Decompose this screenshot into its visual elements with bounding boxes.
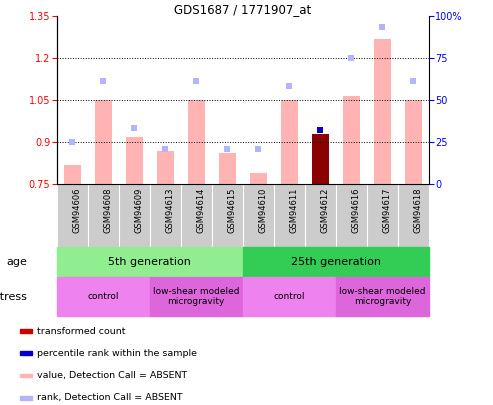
Bar (20, 396, 32, 400)
Bar (243, 247, 429, 277)
Point (223, 146, 231, 153)
Point (68, 139, 76, 145)
Bar (150, 277, 243, 316)
Text: GSM94618: GSM94618 (414, 188, 423, 233)
Text: GSM94615: GSM94615 (227, 188, 236, 233)
Text: low-shear modeled
microgravity: low-shear modeled microgravity (339, 287, 425, 306)
Text: GSM94614: GSM94614 (196, 188, 205, 233)
Text: GSM94616: GSM94616 (352, 188, 360, 233)
Bar (188, 100, 205, 184)
Bar (57, 277, 150, 316)
Point (254, 146, 262, 153)
Bar (157, 151, 174, 184)
Bar (20, 329, 32, 333)
Text: control: control (274, 292, 305, 301)
Bar (57, 247, 243, 277)
Text: GSM94613: GSM94613 (165, 188, 174, 233)
Text: 25th generation: 25th generation (291, 257, 381, 267)
Text: percentile rank within the sample: percentile rank within the sample (36, 349, 197, 358)
Point (410, 77, 418, 84)
Title: GDS1687 / 1771907_at: GDS1687 / 1771907_at (174, 3, 312, 16)
Text: GSM94608: GSM94608 (103, 188, 112, 233)
Bar (243, 277, 336, 316)
Text: GSM94617: GSM94617 (383, 188, 391, 233)
Point (348, 55, 355, 62)
Bar (20, 374, 32, 377)
Point (161, 146, 169, 153)
Text: control: control (87, 292, 119, 301)
Bar (95, 100, 112, 184)
Text: stress: stress (0, 292, 27, 302)
Text: GSM94611: GSM94611 (289, 188, 298, 233)
Text: rank, Detection Call = ABSENT: rank, Detection Call = ABSENT (36, 394, 182, 403)
Bar (126, 136, 143, 184)
Text: transformed count: transformed count (36, 327, 125, 336)
Text: GSM94612: GSM94612 (320, 188, 329, 233)
Text: low-shear modeled
microgravity: low-shear modeled microgravity (153, 287, 240, 306)
Bar (281, 100, 298, 184)
Point (379, 24, 387, 31)
Bar (312, 134, 329, 184)
Text: age: age (6, 257, 27, 267)
Text: GSM94609: GSM94609 (134, 188, 143, 233)
Bar (219, 153, 236, 184)
Bar (343, 96, 360, 184)
Bar (336, 277, 429, 316)
Bar (250, 173, 267, 184)
Point (192, 77, 200, 84)
Text: GSM94610: GSM94610 (258, 188, 267, 233)
Text: value, Detection Call = ABSENT: value, Detection Call = ABSENT (36, 371, 187, 380)
Bar (405, 100, 422, 184)
Text: 5th generation: 5th generation (108, 257, 191, 267)
Point (99, 77, 107, 84)
Text: GSM94606: GSM94606 (72, 188, 81, 233)
Point (285, 83, 293, 90)
Point (317, 126, 324, 133)
Point (130, 125, 138, 132)
Bar (64, 165, 81, 184)
Bar (374, 38, 391, 184)
Bar (20, 352, 32, 355)
